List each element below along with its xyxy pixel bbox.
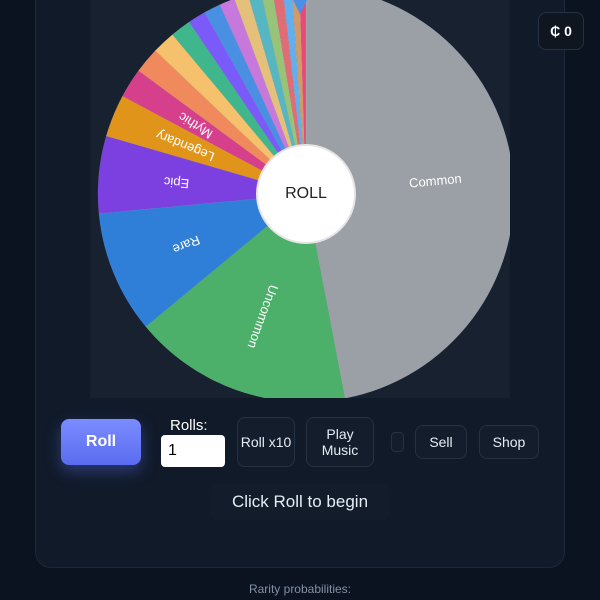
rolls-input[interactable]: 1: [161, 435, 225, 467]
wheel-segment: [105, 95, 307, 195]
wheel-segment: [97, 135, 307, 214]
footer-text: Rarity probabilities:: [248, 582, 352, 596]
pointer: [293, 0, 307, 14]
wheel-segment: [305, 0, 510, 398]
rolls-label: Rolls:: [170, 417, 208, 434]
segment-label: Common: [408, 171, 462, 191]
segment-label: Epic: [163, 174, 190, 191]
roll-center-label: ROLL: [285, 185, 327, 202]
wheel-segment: [145, 193, 346, 398]
toggle[interactable]: [391, 432, 404, 452]
wheel-segment: [154, 34, 307, 195]
shop-button[interactable]: Shop: [479, 425, 539, 459]
roll-button[interactable]: Roll: [61, 419, 141, 465]
currency: ₵ 0: [538, 12, 584, 50]
wheel-segment: [122, 70, 307, 195]
play-music-button[interactable]: Play Music: [306, 417, 374, 467]
wheel-segment: [219, 0, 307, 195]
wheel-segment: [188, 12, 307, 195]
roll-center: [256, 144, 356, 244]
wheel-segment: [172, 21, 307, 195]
roll-x10-button[interactable]: Roll x10: [237, 417, 295, 467]
wheel-segment: [249, 0, 307, 195]
status-text: Click Roll to begin: [210, 484, 390, 520]
wheel-segment: [138, 50, 307, 195]
sell-button[interactable]: Sell: [415, 425, 467, 459]
wheel-segment: [204, 4, 307, 195]
wheel[interactable]: CommonUncommonRareEpicLegendaryMythicROL…: [90, 0, 510, 398]
wheel-segment: [98, 193, 307, 327]
